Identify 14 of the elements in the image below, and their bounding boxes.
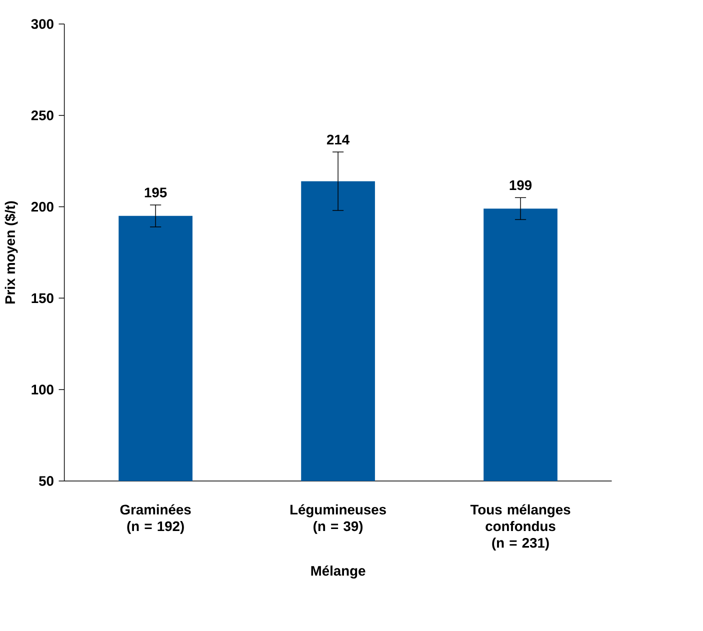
x-tick-label: Tous mélanges confondus (n = 231) — [470, 504, 570, 551]
x-tick-label: Graminées (n = 192) — [120, 504, 191, 534]
y-tick-label: 300 — [31, 19, 54, 30]
data-label: 214 — [326, 134, 350, 145]
data-label: 199 — [510, 180, 532, 190]
x-axis-title: Mélange — [311, 566, 366, 579]
y-tick-label: 200 — [31, 202, 54, 212]
y-axis-title: Prix moyen ($/t) — [4, 201, 18, 304]
y-tick-label: 150 — [32, 294, 54, 304]
data-label: 195 — [144, 188, 167, 198]
y-tick-label: 100 — [32, 384, 54, 395]
x-tick-label: Légumineuses (n = 39) — [290, 504, 386, 534]
y-tick-label: 50 — [39, 476, 54, 486]
y-tick-label: 250 — [31, 110, 54, 121]
